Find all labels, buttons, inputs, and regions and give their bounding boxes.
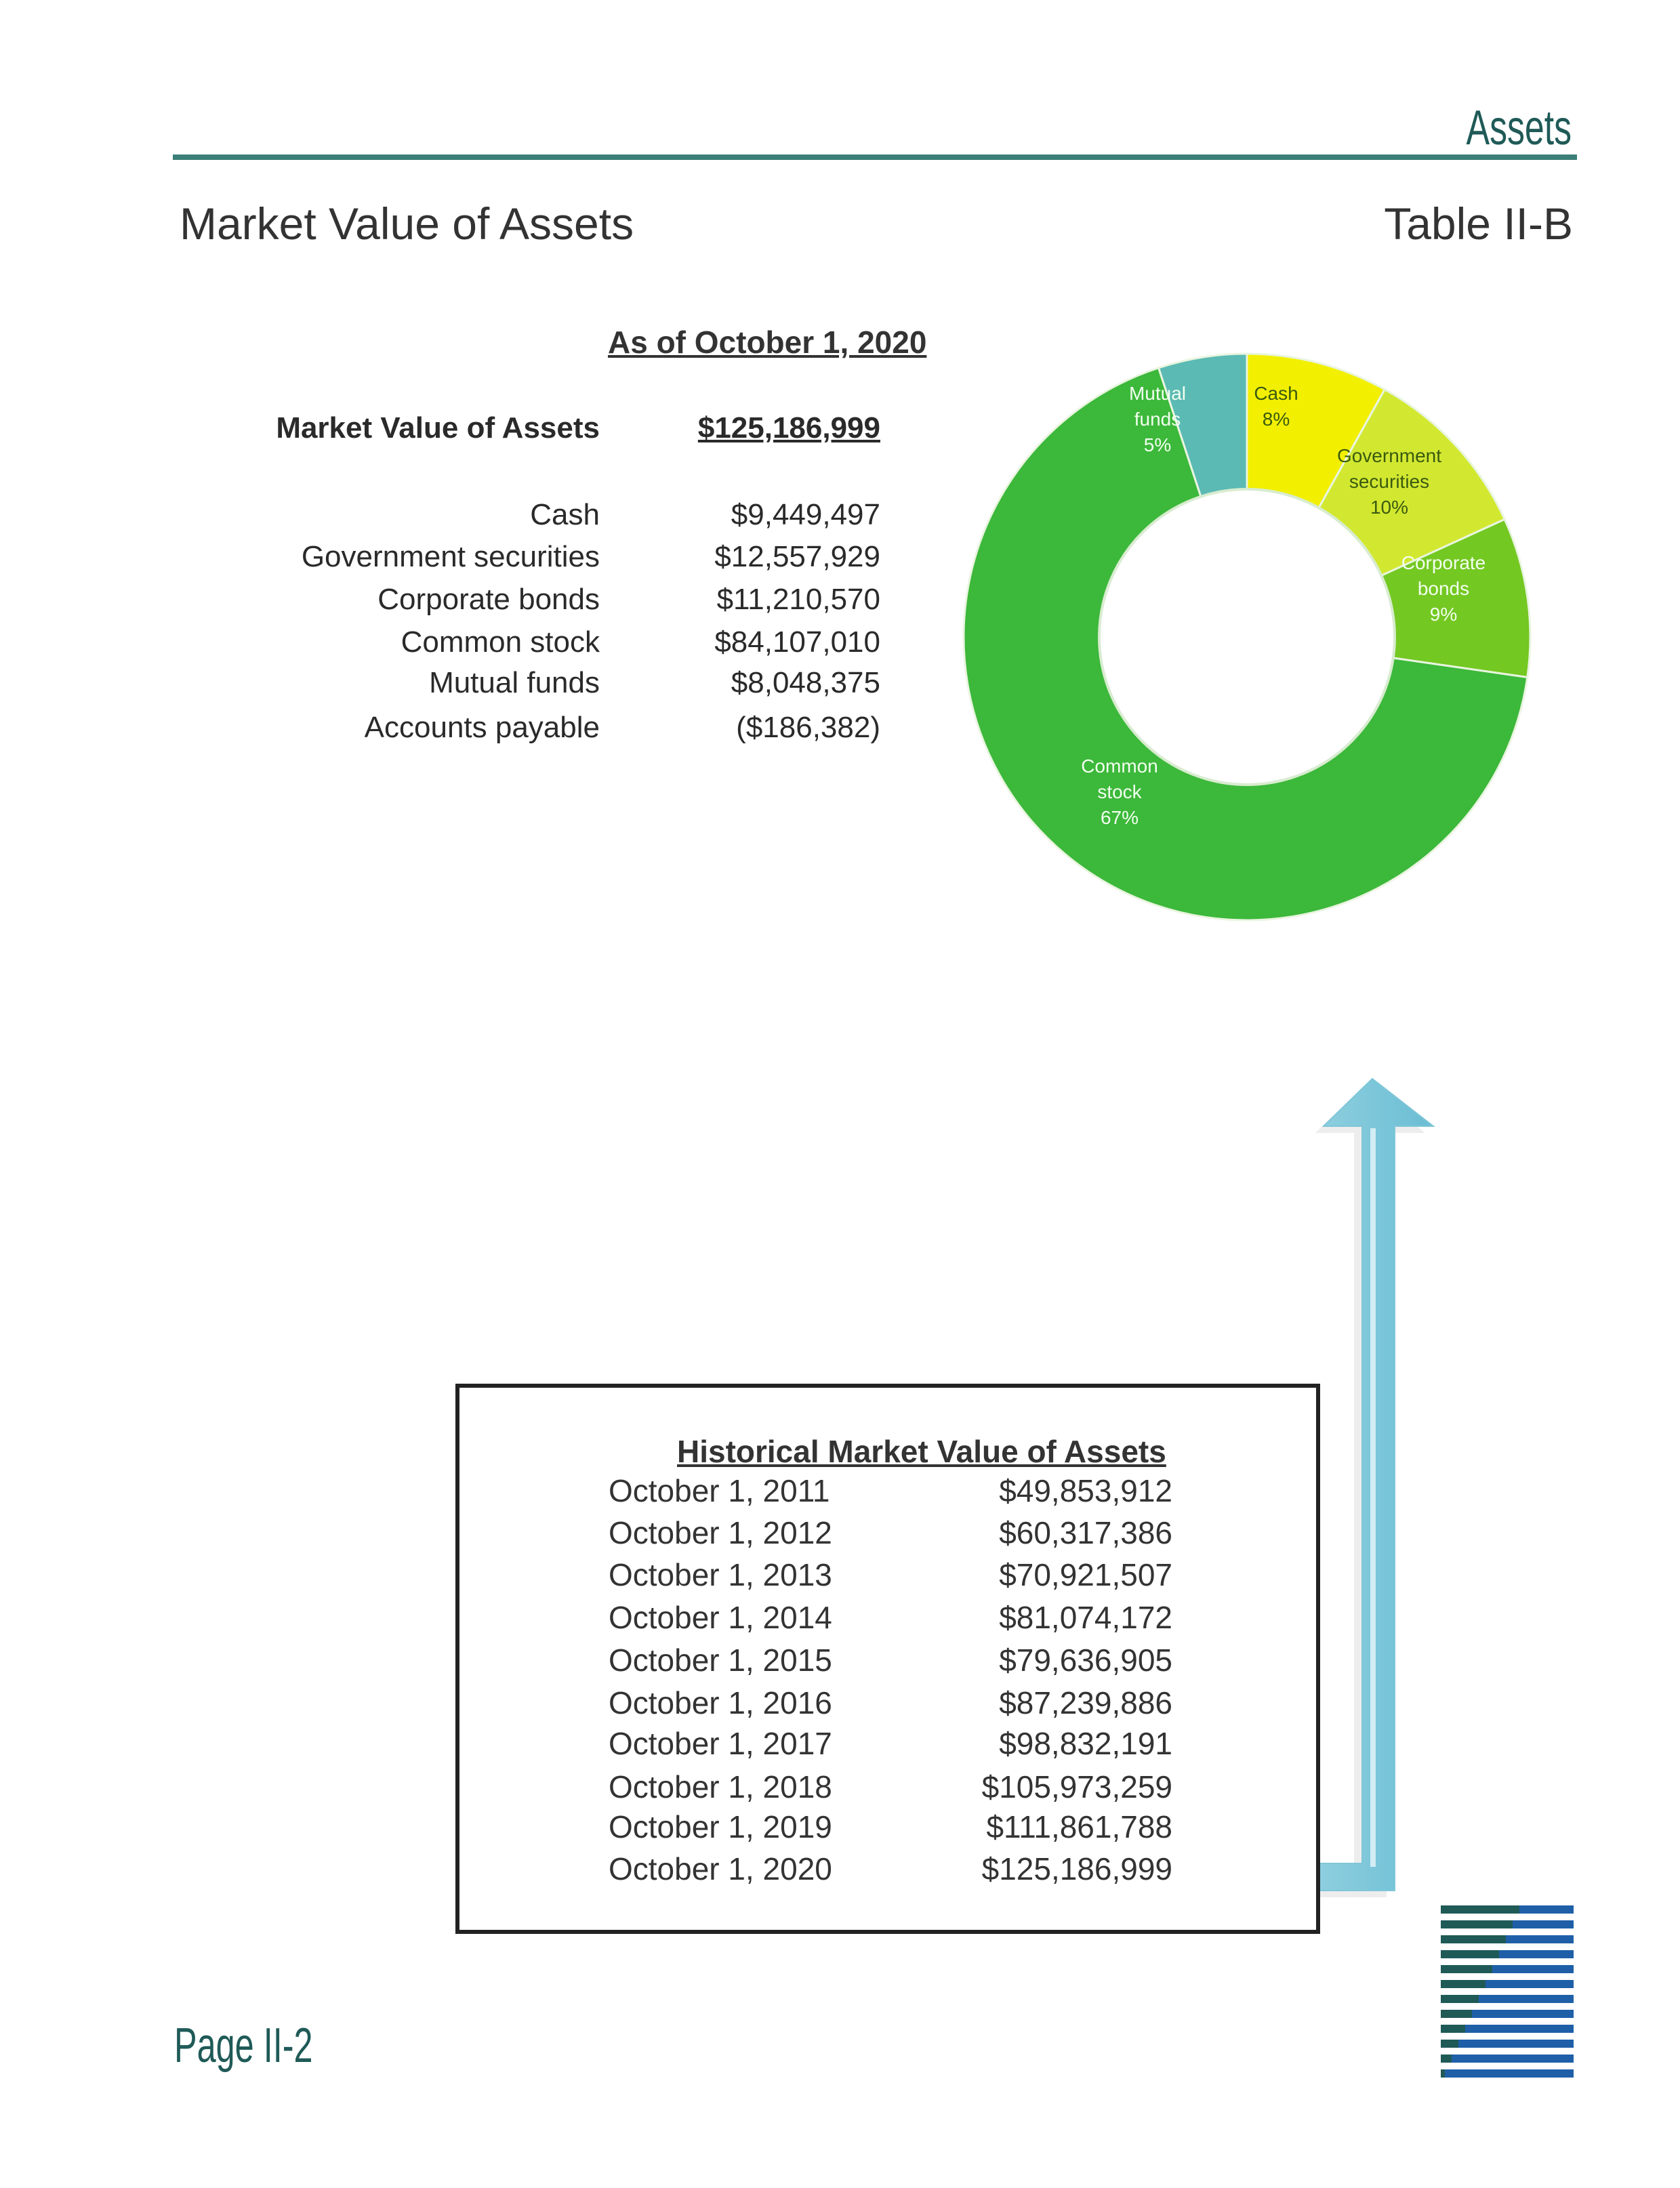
logo-bar	[1441, 1920, 1522, 1928]
total-label: Market Value of Assets	[276, 411, 600, 445]
historical-value: $105,973,259	[981, 1769, 1172, 1804]
asset-allocation-donut: Cash 8% Government securities 10% Corporate bo…	[962, 352, 1532, 922]
historical-value: $125,186,999	[981, 1851, 1172, 1886]
section-title: Assets	[1466, 101, 1572, 155]
historical-value: $79,636,905	[999, 1643, 1172, 1678]
donut-slice-label: Corporate bonds 9%	[1401, 552, 1486, 625]
asset-value: $11,210,570	[716, 583, 880, 616]
total-value: $125,186,999	[697, 411, 880, 445]
table-id: Table II-B	[1384, 199, 1573, 249]
historical-value: $98,832,191	[999, 1726, 1172, 1761]
donut-slice-label: Cash 8%	[1254, 383, 1298, 430]
page-title: Market Value of Assets	[180, 199, 634, 249]
historical-date: October 1, 2018	[609, 1769, 832, 1804]
logo-bar	[1452, 2055, 1574, 2063]
historical-date: October 1, 2014	[609, 1600, 832, 1635]
asset-value: $84,107,010	[714, 625, 880, 659]
logo-bar	[1472, 2010, 1574, 2018]
donut-hole	[1098, 488, 1396, 786]
asset-label: Mutual funds	[429, 666, 600, 699]
logo-bar	[1499, 1950, 1574, 1958]
donut-slice-label: Common stock 67%	[1081, 756, 1158, 828]
historical-date: October 1, 2011	[609, 1473, 830, 1508]
historical-value: $111,861,788	[986, 1809, 1172, 1844]
asset-label: Common stock	[401, 625, 600, 659]
asset-label: Corporate bonds	[377, 583, 600, 616]
historical-value: $87,239,886	[999, 1685, 1172, 1720]
historical-value: $81,074,172	[999, 1600, 1172, 1635]
logo-bar	[1513, 1920, 1574, 1928]
header-rule	[173, 154, 1577, 160]
donut-slice-label: Government securities 10%	[1337, 445, 1441, 518]
logo-bar	[1519, 1905, 1574, 1914]
asset-label: Government securities	[301, 540, 600, 573]
historical-value: $49,853,912	[999, 1473, 1172, 1508]
historical-values-box	[455, 1384, 1320, 1934]
company-logo-icon	[1441, 1905, 1574, 2078]
historical-date: October 1, 2020	[609, 1851, 832, 1886]
logo-bar	[1486, 1980, 1574, 1988]
logo-bar	[1465, 2025, 1574, 2033]
page-number: Page II-2	[174, 2019, 313, 2073]
historical-date: October 1, 2012	[609, 1515, 832, 1550]
historical-value: $70,921,507	[999, 1557, 1172, 1592]
logo-bar	[1492, 1965, 1574, 1973]
logo-bar	[1458, 2040, 1574, 2048]
historical-date: October 1, 2017	[609, 1726, 832, 1761]
asset-value: ($186,382)	[736, 711, 880, 744]
logo-bar	[1441, 1935, 1522, 1943]
historical-date: October 1, 2013	[609, 1557, 832, 1592]
asset-value: $12,557,929	[714, 540, 880, 573]
historical-title: Historical Market Value of Assets	[677, 1434, 1166, 1469]
logo-bar	[1506, 1935, 1574, 1943]
logo-bar	[1441, 1905, 1522, 1914]
asset-value: $9,449,497	[731, 498, 880, 531]
historical-date: October 1, 2015	[609, 1643, 832, 1678]
asset-value: $8,048,375	[731, 666, 880, 699]
as-of-heading: As of October 1, 2020	[608, 325, 927, 360]
historical-date: October 1, 2019	[609, 1809, 832, 1844]
growth-arrow-icon	[1193, 1077, 1435, 1897]
asset-label: Accounts payable	[364, 711, 600, 744]
donut-slice-label: Mutual funds 5%	[1129, 383, 1186, 455]
logo-bar	[1479, 1995, 1574, 2003]
historical-value: $60,317,386	[999, 1515, 1172, 1550]
historical-date: October 1, 2016	[609, 1685, 832, 1720]
logo-bar	[1445, 2069, 1574, 2078]
asset-label: Cash	[530, 498, 600, 531]
